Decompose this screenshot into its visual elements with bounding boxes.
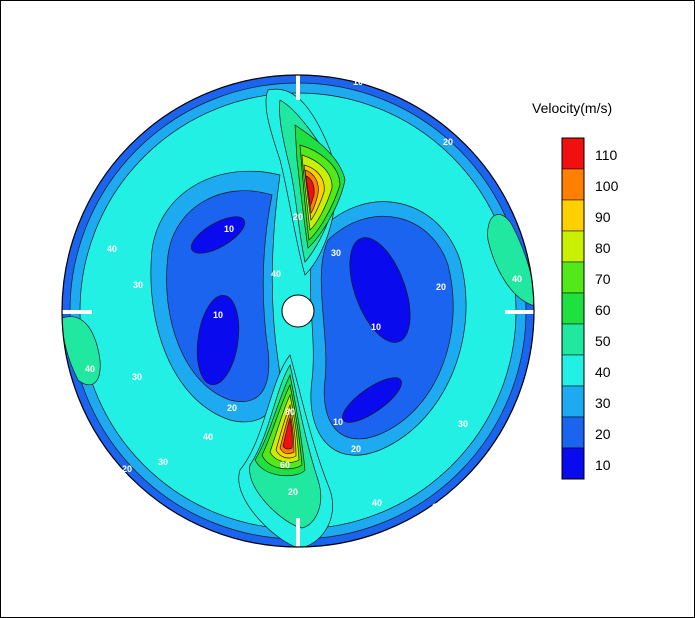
contour-label-21: 20	[436, 282, 446, 292]
contour-label-9: 30	[132, 372, 142, 382]
side-patch-right	[487, 214, 534, 307]
contour-label-12: 30	[458, 419, 468, 429]
colorbar-swatch-70	[561, 261, 585, 294]
colorbar-swatch-20	[561, 416, 585, 449]
colorbar-tick-50: 50	[595, 333, 611, 349]
contour-label-6: 20	[351, 444, 361, 454]
contour-label-10: 40	[85, 364, 95, 374]
colorbar-tick-30: 30	[595, 395, 611, 411]
colorbar-title: Velocity(m/s)	[532, 100, 613, 116]
contour-label-25: 40	[203, 432, 213, 442]
colorbar-tick-100: 100	[595, 178, 619, 194]
contour-band-10-right-upper	[349, 237, 411, 343]
jet-lower-110	[282, 417, 293, 450]
side-patch-left	[62, 316, 101, 386]
contour-label-2: 10	[371, 322, 381, 332]
contour-band-10-left-lower	[196, 295, 240, 385]
colorbar-tick-20: 20	[595, 426, 611, 442]
contour-band-10-right-lower	[342, 377, 402, 423]
contour-label-7: 20	[122, 464, 132, 474]
contour-label-3: 10	[333, 417, 343, 427]
center-hub	[281, 294, 315, 328]
contour-label-14: 10	[432, 502, 442, 512]
colorbar-tick-10: 10	[595, 457, 611, 473]
contour-label-18: 80	[285, 407, 295, 417]
contour-label-23: 20	[443, 137, 453, 147]
contour-label-4: 20	[293, 212, 303, 222]
colorbar-tick-110: 110	[595, 147, 618, 163]
colorbar-frame	[561, 137, 585, 480]
contour-label-19: 40	[271, 269, 281, 279]
outer-wall	[61, 74, 535, 548]
contour-label-15: 40	[107, 244, 117, 254]
colorbar-swatch-80	[561, 230, 585, 263]
colorbar-tick-90: 90	[595, 209, 611, 225]
contour-label-17: 60	[280, 460, 290, 470]
contour-label-22: 10	[353, 77, 363, 87]
colorbar-swatch-50	[561, 323, 585, 356]
colorbar-swatch-90	[561, 199, 585, 232]
colorbar-swatch-100	[561, 168, 585, 201]
colorbar-tick-60: 60	[595, 302, 611, 318]
colorbar-tick-40: 40	[595, 364, 611, 380]
contour-label-11: 40	[512, 274, 522, 284]
contour-label-1: 10	[213, 310, 223, 320]
contour-label-24: 30	[158, 457, 168, 467]
colorbar-swatch-110	[561, 137, 585, 170]
colorbar-tick-80: 80	[595, 240, 611, 256]
jet-upper-110	[305, 175, 315, 207]
contour-label-20: 30	[331, 248, 341, 258]
contour-label-5: 20	[227, 403, 237, 413]
colorbar-swatch-60	[561, 292, 585, 325]
contour-label-0: 10	[224, 224, 234, 234]
colorbar-swatch-10	[561, 447, 585, 480]
contour-label-8: 30	[133, 280, 143, 290]
colorbar-swatch-30	[561, 385, 585, 418]
contour-label-16: 20	[288, 487, 298, 497]
contour-band-10-left-upper	[190, 216, 246, 254]
colorbar-swatch-40	[561, 354, 585, 387]
colorbar-tick-70: 70	[595, 271, 611, 287]
contour-label-13: 40	[372, 498, 382, 508]
